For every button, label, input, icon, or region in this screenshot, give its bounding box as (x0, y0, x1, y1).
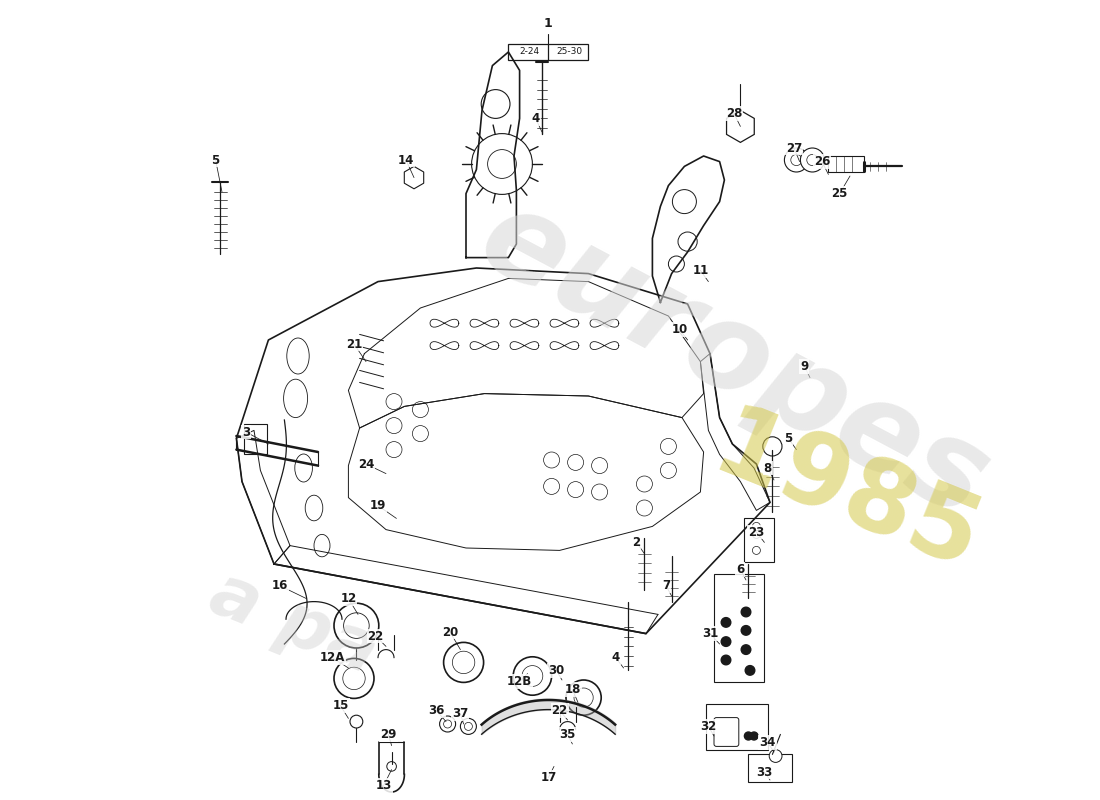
Text: 9: 9 (801, 360, 808, 373)
Bar (714, 574, 763, 682)
Bar (748, 754, 792, 782)
Text: 22: 22 (367, 630, 384, 642)
Text: 18: 18 (564, 683, 581, 696)
Circle shape (769, 750, 782, 762)
Text: 24: 24 (358, 458, 374, 470)
Circle shape (722, 637, 730, 646)
Text: 10: 10 (671, 323, 688, 336)
Bar (508, 44, 588, 60)
Circle shape (745, 732, 752, 740)
Text: 17: 17 (540, 771, 557, 784)
Text: 14: 14 (398, 154, 415, 166)
Text: 12A: 12A (320, 651, 345, 664)
Circle shape (745, 666, 755, 675)
Text: 34: 34 (759, 736, 775, 749)
Text: 8: 8 (763, 462, 772, 474)
Text: 33: 33 (757, 766, 772, 778)
Circle shape (514, 657, 551, 695)
Text: 21: 21 (345, 338, 362, 350)
Circle shape (722, 655, 730, 665)
Text: 6: 6 (736, 563, 745, 576)
Circle shape (784, 148, 808, 172)
Circle shape (741, 645, 751, 654)
Text: 35: 35 (560, 728, 575, 741)
Circle shape (762, 437, 782, 456)
Bar (744, 518, 774, 562)
Text: 25: 25 (832, 187, 848, 200)
Circle shape (440, 716, 455, 732)
Circle shape (801, 148, 824, 172)
Circle shape (461, 718, 476, 734)
Text: 30: 30 (548, 664, 564, 677)
Text: 12: 12 (340, 592, 356, 605)
Text: 37: 37 (452, 707, 469, 720)
Text: 4: 4 (531, 112, 540, 125)
Text: 25-30: 25-30 (557, 47, 582, 57)
Text: 20: 20 (442, 626, 458, 638)
Circle shape (566, 680, 602, 715)
Circle shape (334, 658, 374, 698)
Text: 27: 27 (785, 142, 802, 154)
Bar (244, 424, 267, 454)
Circle shape (443, 642, 484, 682)
Text: 11: 11 (692, 264, 708, 277)
Text: 1: 1 (544, 17, 553, 30)
Text: 16: 16 (272, 579, 288, 592)
Text: 7: 7 (662, 579, 670, 592)
Bar (706, 704, 769, 750)
Circle shape (741, 607, 751, 617)
Text: 36: 36 (428, 704, 444, 717)
Text: 13: 13 (375, 779, 392, 792)
Circle shape (750, 732, 758, 740)
Circle shape (334, 603, 378, 648)
Text: 22: 22 (551, 704, 568, 717)
Text: 26: 26 (814, 155, 830, 168)
Text: 28: 28 (726, 107, 742, 120)
Text: 12B: 12B (507, 675, 532, 688)
Text: 31: 31 (702, 627, 718, 640)
Circle shape (722, 618, 730, 627)
Text: europes: europes (461, 178, 1008, 542)
Circle shape (741, 626, 751, 635)
Text: 15: 15 (332, 699, 349, 712)
Text: 5: 5 (211, 154, 220, 166)
Text: 2: 2 (632, 536, 640, 549)
Text: 23: 23 (748, 526, 764, 538)
Text: a pa: a pa (200, 559, 388, 689)
Text: 32: 32 (701, 720, 716, 733)
Text: 2-24: 2-24 (519, 47, 539, 57)
Text: 29: 29 (381, 728, 397, 741)
Text: 19: 19 (370, 499, 386, 512)
Circle shape (472, 134, 532, 194)
Text: 5: 5 (784, 432, 792, 445)
Text: 1985: 1985 (698, 399, 993, 593)
Text: 3: 3 (242, 426, 250, 438)
Bar (828, 156, 865, 172)
Text: 4: 4 (612, 651, 619, 664)
